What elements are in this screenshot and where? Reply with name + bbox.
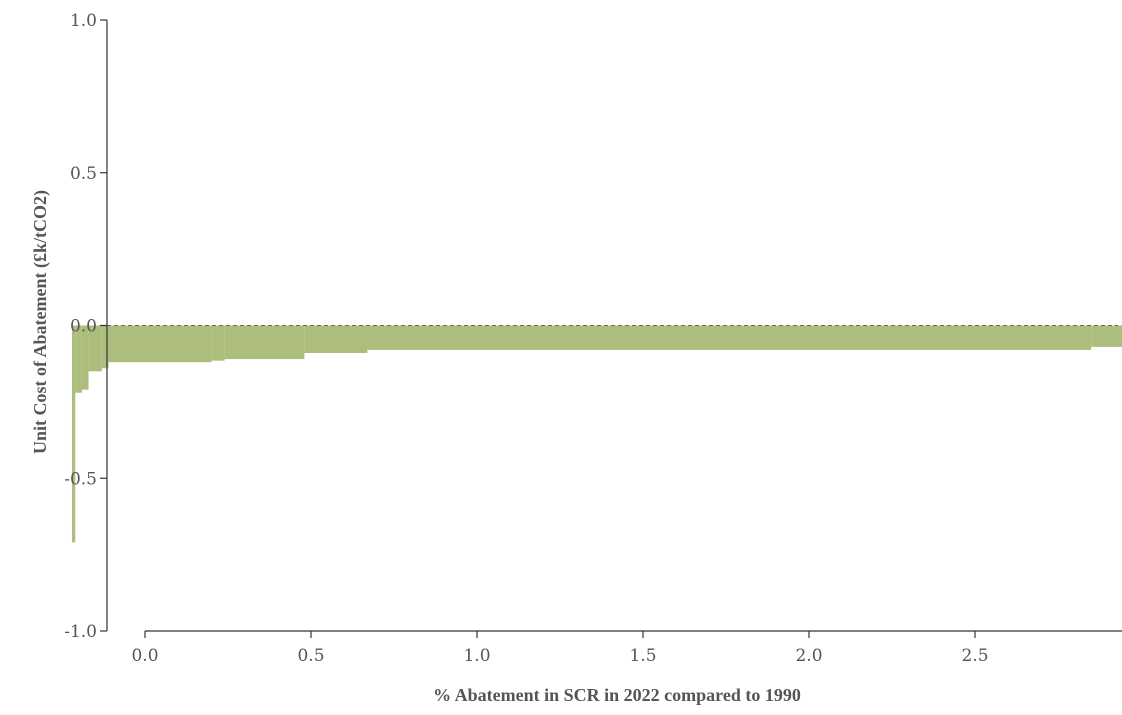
negative-cost-step-7 (224, 325, 305, 360)
x-axis-title: % Abatement in SCR in 2022 compared to 1… (433, 685, 801, 705)
y-axis-title: Unit Cost of Abatement (£k/tCO2) (30, 190, 51, 454)
x-tick-label: 0.5 (297, 646, 324, 666)
x-tick-label: 1.0 (463, 646, 490, 666)
x-axis: 0.00.51.01.52.02.53.03.54.04.55.05.5 (131, 630, 1122, 666)
negative-cost-step-8 (304, 325, 368, 353)
negative-cost-step-3 (88, 325, 102, 372)
negative-cost-step-2 (81, 325, 89, 390)
negative-cost-step-1 (75, 325, 82, 393)
bars-layer (71, 325, 1122, 543)
negative-cost-step-9 (367, 325, 1092, 350)
x-tick-label: 2.5 (961, 646, 988, 666)
y-tick-label: 0.5 (70, 164, 97, 184)
negative-cost-step-5 (108, 325, 212, 363)
y-axis: -1.0 -0.5 0.0 0.5 1.0 (64, 11, 108, 642)
negative-cost-step-0 (71, 325, 76, 543)
y-tick-label: 0.0 (70, 317, 97, 337)
negative-cost-step-6 (211, 325, 225, 361)
negative-cost-step-10 (1091, 325, 1122, 347)
negative-cost-step-4 (101, 325, 109, 369)
y-tick-label: 1.0 (70, 11, 97, 31)
y-tick-label: -1.0 (64, 622, 97, 642)
x-tick-label: 1.5 (629, 646, 656, 666)
y-tick-label: -0.5 (64, 469, 97, 489)
x-tick-label: 2.0 (795, 646, 822, 666)
x-tick-label: 0.0 (131, 646, 158, 666)
